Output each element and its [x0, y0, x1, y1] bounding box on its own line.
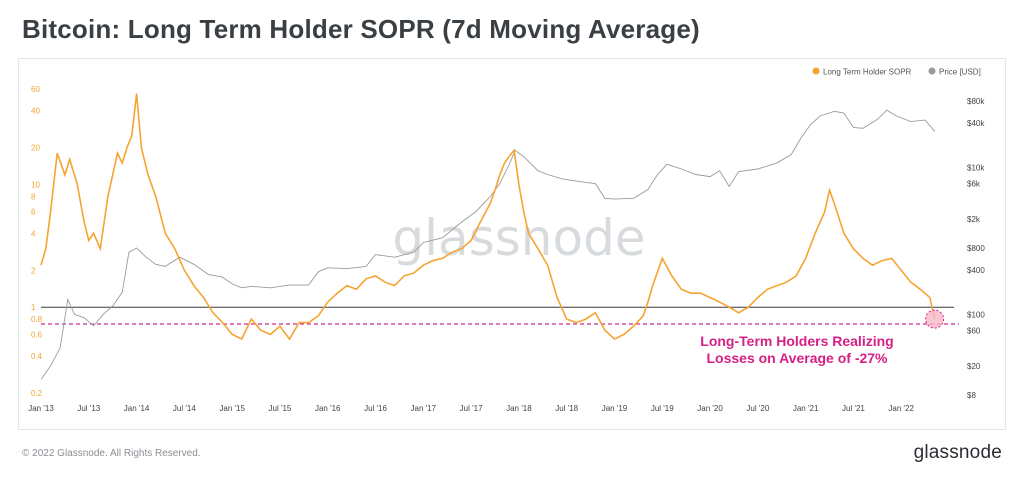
x-tick-label: Jul '15 [269, 404, 292, 413]
x-tick-label: Jul '20 [746, 404, 769, 413]
sopr-series-line [40, 93, 936, 341]
left-tick-label: 60 [31, 85, 40, 94]
left-tick-label: 20 [31, 144, 40, 153]
x-tick-label: Jan '21 [793, 404, 819, 413]
x-tick-label: Jul '16 [364, 404, 387, 413]
page-title: Bitcoin: Long Term Holder SOPR (7d Movin… [22, 14, 700, 44]
right-tick-label: $40k [967, 119, 985, 128]
x-tick-label: Jan '17 [411, 404, 437, 413]
left-tick-label: 0.6 [31, 330, 43, 339]
right-tick-label: $800 [967, 244, 985, 253]
chart-panel: glassnode Long Term Holder SOPR Price [U… [18, 58, 1006, 430]
left-tick-label: 1 [31, 303, 36, 312]
x-tick-label: Jul '21 [842, 404, 865, 413]
right-tick-label: $60 [967, 327, 981, 336]
legend-price-marker [928, 67, 936, 75]
left-axis: 0.2 0.4 0.6 0.8 1 2 4 6 8 10 20 40 60 [31, 85, 43, 398]
watermark: glassnode [392, 209, 645, 267]
annotation-line-2: Losses on Average of -27% [706, 350, 888, 366]
right-tick-label: $80k [967, 97, 985, 106]
left-tick-label: 8 [31, 192, 36, 201]
copyright-text: © 2022 Glassnode. All Rights Reserved. [22, 448, 201, 459]
x-tick-label: Jul '18 [555, 404, 578, 413]
x-tick-label: Jul '17 [460, 404, 483, 413]
right-tick-label: $8 [967, 391, 976, 400]
right-tick-label: $400 [967, 266, 985, 275]
left-tick-label: 40 [31, 107, 40, 116]
left-tick-label: 0.2 [31, 389, 43, 398]
x-tick-label: Jan '19 [602, 404, 628, 413]
left-tick-label: 10 [31, 180, 40, 189]
right-tick-label: $20 [967, 362, 981, 371]
left-tick-label: 4 [31, 229, 36, 238]
right-tick-label: $10k [967, 163, 985, 172]
x-tick-label: Jul '14 [173, 404, 196, 413]
legend: Long Term Holder SOPR Price [USD] [812, 67, 981, 77]
left-tick-label: 0.8 [31, 315, 43, 324]
right-axis: $8 $20 $60 $100 $400 $800 $2k $6k $10k $40k $80k [967, 97, 985, 400]
x-tick-label: Jan '14 [124, 404, 150, 413]
annotation-line-1: Long-Term Holders Realizing [700, 333, 893, 349]
x-axis: Jan '13 Jul '13 Jan '14 Jul '14 Jan '15 Jul '… [28, 404, 914, 413]
chart-area: glassnode Long Term Holder SOPR Price [U… [28, 67, 985, 413]
right-tick-label: $6k [967, 180, 981, 189]
right-tick-label: $100 [967, 310, 985, 319]
loss-highlight-marker [925, 309, 945, 329]
x-tick-label: Jan '20 [697, 404, 723, 413]
x-tick-label: Jul '13 [77, 404, 100, 413]
left-tick-label: 0.4 [31, 352, 43, 361]
right-tick-label: $2k [967, 215, 981, 224]
legend-sopr-marker [812, 67, 820, 75]
x-tick-label: Jan '18 [506, 404, 532, 413]
x-tick-label: Jan '15 [219, 404, 245, 413]
x-tick-label: Jan '13 [28, 404, 54, 413]
x-tick-label: Jan '22 [888, 404, 914, 413]
x-tick-label: Jan '16 [315, 404, 341, 413]
brand-logo: glassnode [913, 442, 1002, 463]
legend-sopr-label: Long Term Holder SOPR [823, 68, 912, 77]
left-tick-label: 6 [31, 208, 36, 217]
left-tick-label: 2 [31, 266, 36, 275]
legend-price-label: Price [USD] [939, 68, 981, 77]
x-tick-label: Jul '19 [651, 404, 674, 413]
